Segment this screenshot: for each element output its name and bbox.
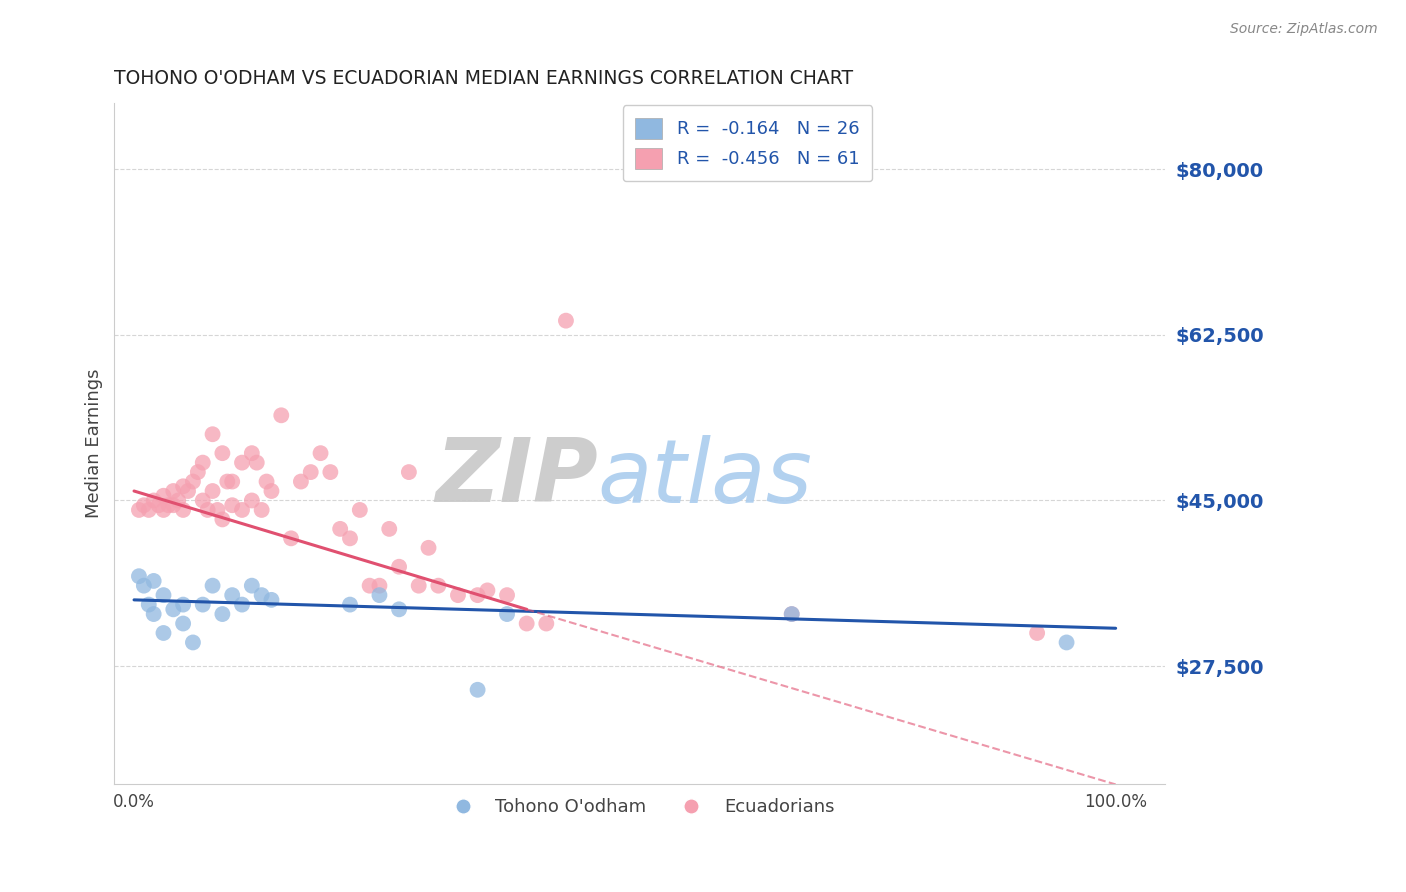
Point <box>368 579 391 593</box>
Point <box>221 498 243 512</box>
Point <box>260 592 283 607</box>
Point <box>319 465 342 479</box>
Point <box>280 532 302 546</box>
Point <box>167 493 190 508</box>
Point <box>181 635 204 649</box>
Point <box>780 607 803 621</box>
Point <box>418 541 440 555</box>
Point <box>388 602 411 616</box>
Point <box>536 616 558 631</box>
Point <box>447 588 470 602</box>
Point <box>138 503 160 517</box>
Point <box>152 503 174 517</box>
Point <box>378 522 401 536</box>
Point <box>128 569 150 583</box>
Point <box>467 682 489 697</box>
Point <box>211 446 233 460</box>
Point <box>132 498 155 512</box>
Point <box>191 493 214 508</box>
Point <box>128 503 150 517</box>
Point <box>309 446 332 460</box>
Point <box>388 559 411 574</box>
Point <box>299 465 322 479</box>
Point <box>162 498 184 512</box>
Point <box>339 532 361 546</box>
Point <box>555 313 578 327</box>
Point <box>162 602 184 616</box>
Point <box>496 607 519 621</box>
Text: atlas: atlas <box>598 434 813 521</box>
Point <box>142 574 165 588</box>
Point <box>152 588 174 602</box>
Point <box>172 616 194 631</box>
Point <box>132 579 155 593</box>
Point <box>142 607 165 621</box>
Point <box>349 503 371 517</box>
Point <box>201 483 224 498</box>
Point <box>162 483 184 498</box>
Y-axis label: Median Earnings: Median Earnings <box>86 369 103 518</box>
Point <box>172 503 194 517</box>
Point <box>157 498 180 512</box>
Point <box>780 607 803 621</box>
Point <box>270 409 292 423</box>
Point <box>359 579 381 593</box>
Point <box>177 483 200 498</box>
Text: Source: ZipAtlas.com: Source: ZipAtlas.com <box>1230 22 1378 37</box>
Point <box>250 503 273 517</box>
Point <box>152 489 174 503</box>
Point <box>231 503 253 517</box>
Point <box>211 512 233 526</box>
Point <box>221 588 243 602</box>
Point <box>217 475 239 489</box>
Point <box>201 579 224 593</box>
Point <box>329 522 352 536</box>
Point <box>240 493 263 508</box>
Point <box>142 493 165 508</box>
Point <box>496 588 519 602</box>
Point <box>172 598 194 612</box>
Point <box>191 598 214 612</box>
Point <box>408 579 430 593</box>
Point <box>1056 635 1078 649</box>
Legend: Tohono O'odham, Ecuadorians: Tohono O'odham, Ecuadorians <box>437 790 842 823</box>
Point <box>231 598 253 612</box>
Point <box>231 456 253 470</box>
Point <box>211 607 233 621</box>
Point <box>477 583 499 598</box>
Point <box>290 475 312 489</box>
Text: TOHONO O'ODHAM VS ECUADORIAN MEDIAN EARNINGS CORRELATION CHART: TOHONO O'ODHAM VS ECUADORIAN MEDIAN EARN… <box>114 69 853 87</box>
Point <box>191 456 214 470</box>
Point <box>339 598 361 612</box>
Point <box>427 579 450 593</box>
Point <box>181 475 204 489</box>
Point <box>250 588 273 602</box>
Point <box>187 465 209 479</box>
Point <box>240 579 263 593</box>
Point <box>516 616 538 631</box>
Point <box>148 498 170 512</box>
Point <box>172 479 194 493</box>
Point <box>246 456 269 470</box>
Point <box>368 588 391 602</box>
Point <box>398 465 420 479</box>
Point <box>240 446 263 460</box>
Point <box>207 503 229 517</box>
Point <box>467 588 489 602</box>
Point <box>197 503 219 517</box>
Point <box>152 626 174 640</box>
Point <box>221 475 243 489</box>
Text: ZIP: ZIP <box>434 434 598 521</box>
Point <box>260 483 283 498</box>
Point <box>201 427 224 442</box>
Point <box>256 475 278 489</box>
Point <box>1026 626 1049 640</box>
Point <box>138 598 160 612</box>
